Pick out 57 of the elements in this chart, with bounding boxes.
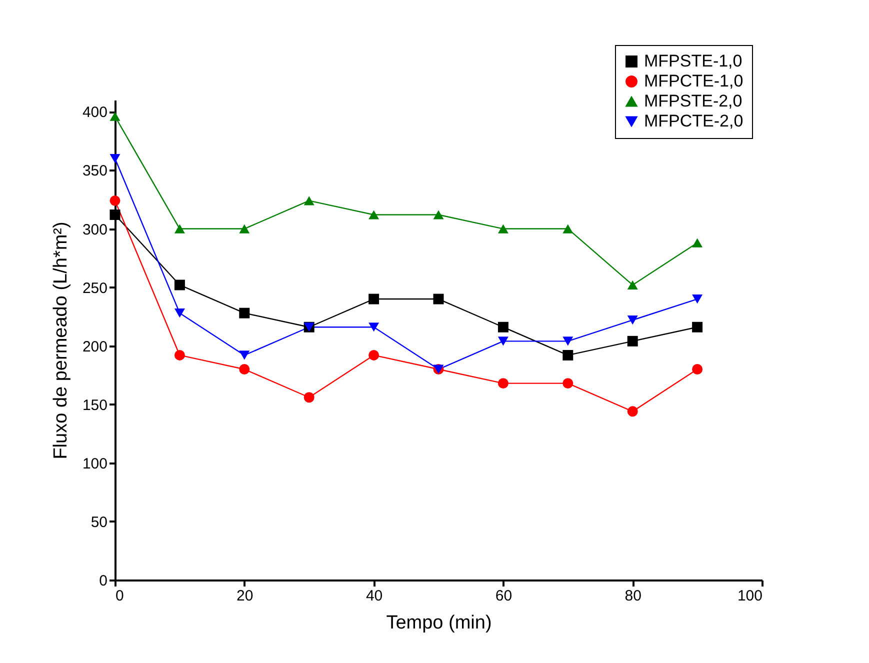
point	[692, 238, 703, 248]
point	[562, 224, 574, 234]
legend-label: MFPSTE-2,0	[644, 92, 742, 110]
point	[692, 322, 703, 332]
y-tick-label: 400	[82, 104, 108, 122]
legend-label: MFPCTE-1,0	[644, 72, 744, 90]
point	[692, 294, 703, 304]
point	[174, 224, 185, 234]
y-axis-title: Fluxo de permeado (L/h*m²)	[50, 222, 72, 460]
point	[239, 364, 250, 374]
point	[692, 364, 703, 374]
legend-label: MFPSTE-1,0	[644, 52, 742, 70]
x-tick-label: 100	[737, 588, 762, 604]
y-tick-label: 100	[82, 455, 108, 472]
y-tick-label: 0	[99, 572, 108, 590]
point	[174, 308, 185, 318]
y-tick-label: 150	[82, 396, 108, 414]
y-tick-label: 300	[82, 221, 108, 238]
point	[304, 196, 314, 206]
y-tick-label: 50	[90, 514, 108, 531]
point	[562, 350, 574, 360]
point	[239, 308, 250, 318]
y-tick-label: 250	[82, 280, 108, 297]
point	[368, 350, 380, 360]
point	[368, 210, 380, 220]
x-axis-title: Tempo (min)	[386, 612, 492, 634]
point	[174, 280, 185, 290]
point	[498, 336, 508, 346]
y-tick-label: 350	[82, 162, 108, 180]
x-tick-label: 60	[495, 588, 512, 604]
x-tick-label: 40	[366, 588, 383, 604]
point	[562, 336, 574, 346]
point	[627, 336, 638, 346]
point	[498, 322, 508, 332]
point	[110, 154, 120, 164]
point	[110, 209, 120, 220]
point	[562, 378, 574, 389]
point	[433, 294, 444, 304]
point	[304, 392, 314, 403]
y-tick-label: 200	[82, 338, 108, 356]
x-tick-label: 20	[236, 588, 254, 604]
point	[239, 224, 250, 234]
point	[368, 294, 380, 304]
point	[174, 350, 185, 360]
point	[627, 406, 638, 417]
point	[368, 322, 380, 332]
point	[498, 378, 508, 389]
point	[627, 280, 638, 290]
x-tick-label: 80	[624, 588, 642, 604]
legend-label: MFPCTE-2,0	[644, 112, 744, 130]
point	[627, 316, 638, 325]
x-tick-label: 0	[116, 588, 124, 604]
point	[433, 210, 444, 220]
point	[110, 195, 120, 206]
point	[239, 350, 250, 360]
point	[110, 112, 120, 121]
point	[498, 224, 508, 234]
